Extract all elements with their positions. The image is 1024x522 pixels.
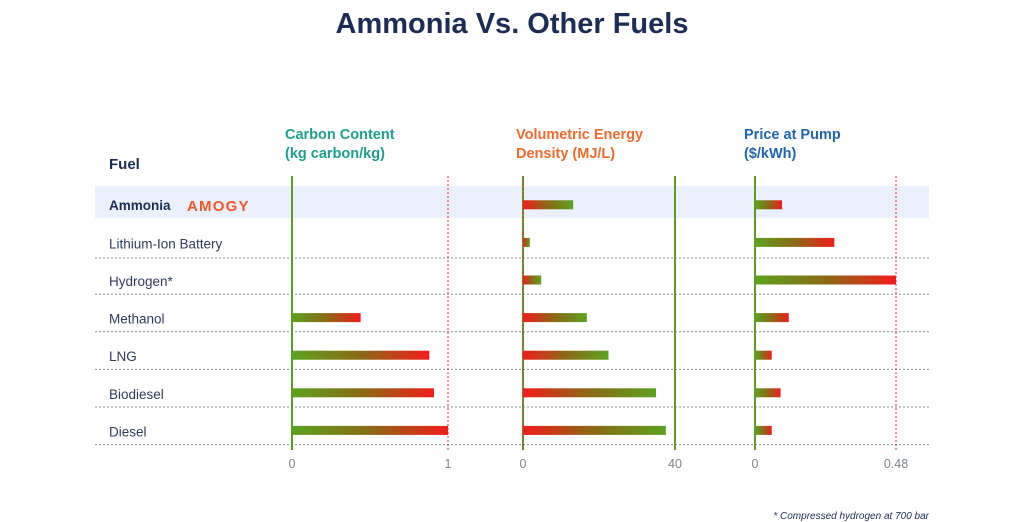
bar — [523, 237, 530, 247]
bar — [292, 425, 448, 435]
footnote: * Compressed hydrogen at 700 bar — [773, 511, 929, 522]
category-label: Ammonia — [109, 198, 171, 213]
tick-label: 0 — [752, 457, 759, 471]
bar — [755, 200, 783, 210]
bar — [292, 388, 434, 398]
panel-2: Volumetric Energy Density (MJ/L) 0 40 — [516, 127, 682, 471]
bar — [755, 237, 835, 247]
panel-title: Price at Pump — [744, 127, 841, 143]
panel-title: Density (MJ/L) — [516, 146, 615, 162]
bar — [755, 313, 789, 323]
category-label: LNG — [109, 349, 137, 364]
amogy-logo: AMOGY — [187, 198, 250, 215]
bar — [755, 350, 772, 360]
highlight-row — [95, 186, 929, 218]
category-label: Hydrogen* — [109, 274, 174, 289]
category-label: Methanol — [109, 312, 165, 327]
bar — [292, 313, 361, 323]
bar — [523, 313, 587, 323]
bar — [523, 425, 666, 435]
panel-3: Price at Pump ($/kWh) 0 0.48 — [744, 127, 908, 471]
bar — [523, 200, 574, 210]
category-label: Biodiesel — [109, 387, 164, 402]
bar — [523, 350, 609, 360]
category-label: Diesel — [109, 424, 147, 439]
bar — [755, 275, 896, 285]
bar — [523, 275, 542, 285]
panel-title: (kg carbon/kg) — [285, 146, 385, 162]
category-label: Lithium-Ion Battery — [109, 236, 223, 251]
panel-title: ($/kWh) — [744, 146, 797, 162]
panel-title: Carbon Content — [285, 127, 395, 143]
panel-1: Carbon Content (kg carbon/kg) 0 1 — [285, 127, 452, 471]
tick-label: 1 — [445, 457, 452, 471]
bar — [292, 350, 430, 360]
category-header: Fuel — [109, 156, 140, 173]
bar — [755, 388, 781, 398]
chart-title: Ammonia Vs. Other Fuels — [336, 8, 689, 40]
panel-title: Volumetric Energy — [516, 127, 643, 143]
tick-label: 40 — [668, 457, 682, 471]
bar — [755, 425, 772, 435]
bar — [523, 388, 656, 398]
tick-label: 0 — [289, 457, 296, 471]
tick-label: 0 — [520, 457, 527, 471]
tick-label: 0.48 — [884, 457, 908, 471]
